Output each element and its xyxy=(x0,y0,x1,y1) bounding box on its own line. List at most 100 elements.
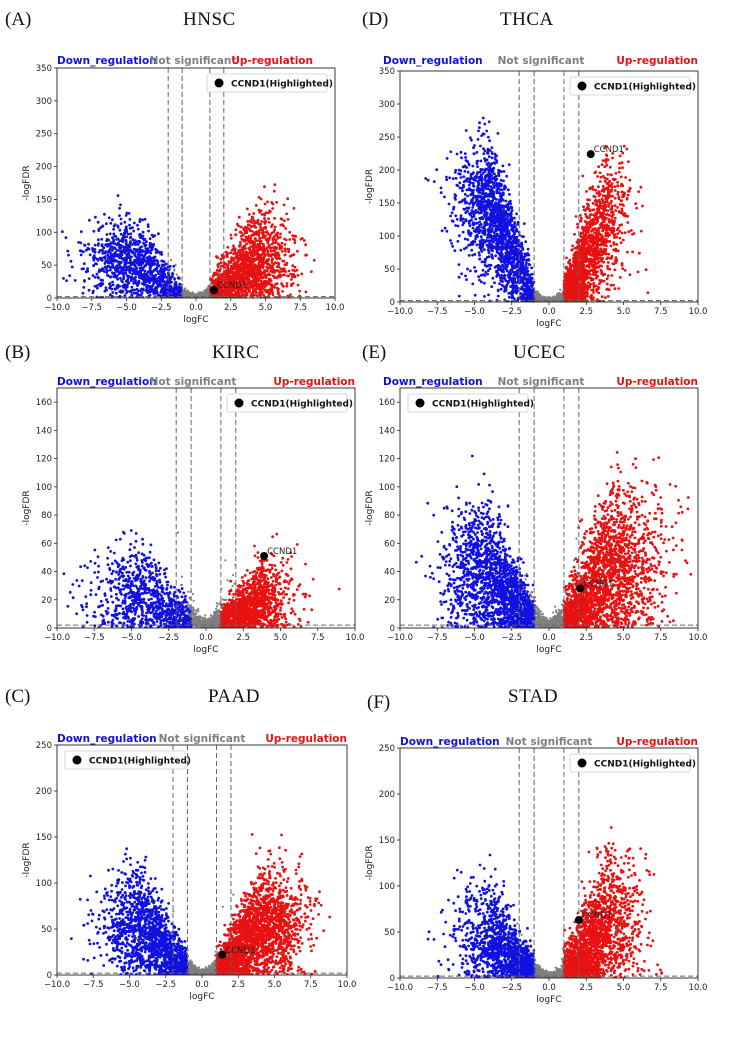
x-tick-label: 5.0 xyxy=(274,633,288,643)
x-tick-label: 2.5 xyxy=(579,633,593,643)
y-tick-label: 150 xyxy=(379,836,395,846)
x-tick-label: −10.0 xyxy=(44,303,70,313)
x-tick-label: −7.5 xyxy=(84,633,105,643)
panel-title: UCEC xyxy=(513,342,566,363)
down-regulated-points xyxy=(61,194,183,299)
up-regulation-label: Up-regulation xyxy=(231,55,313,67)
plot-frame xyxy=(400,748,698,978)
scatter-points xyxy=(70,833,331,976)
x-axis-label: logFC xyxy=(183,315,208,325)
x-axis-label: logFC xyxy=(193,645,218,655)
x-tick-label: −5.0 xyxy=(119,980,140,990)
x-tick-label: 0.0 xyxy=(195,980,209,990)
y-tick-label: 120 xyxy=(36,455,52,465)
up-regulation-label: Up-regulation xyxy=(616,376,698,388)
legend: CCND1(Highlighted) xyxy=(207,74,333,92)
x-tick-label: 7.5 xyxy=(654,983,668,993)
ccnd1-label: CCND1 xyxy=(583,579,613,589)
plot-frame xyxy=(57,68,335,298)
plot-frame xyxy=(57,388,355,628)
panel-title: THCA xyxy=(500,9,554,30)
y-tick-label: 100 xyxy=(36,483,52,493)
y-tick-label: 200 xyxy=(379,166,395,176)
y-tick-label: 80 xyxy=(384,511,395,521)
y-tick-label: 40 xyxy=(384,568,395,578)
y-axis-label: -logFDR xyxy=(22,165,32,200)
x-tick-label: −5.0 xyxy=(116,303,137,313)
x-tick-label: −2.5 xyxy=(501,633,522,643)
x-tick-label: −5.0 xyxy=(464,307,485,317)
legend-text: CCND1(Highlighted) xyxy=(231,79,333,89)
y-tick-label: 100 xyxy=(379,882,395,892)
x-tick-label: 10.0 xyxy=(338,980,357,990)
x-tick-label: 5.0 xyxy=(268,980,282,990)
x-tick-label: 7.5 xyxy=(311,633,325,643)
panel-title: KIRC xyxy=(212,342,259,363)
x-tick-label: 0.0 xyxy=(199,633,213,643)
x-tick-label: −2.5 xyxy=(501,307,522,317)
x-tick-label: 5.0 xyxy=(617,983,631,993)
y-tick-label: 80 xyxy=(41,511,52,521)
y-tick-label: 200 xyxy=(36,163,52,173)
legend-text: CCND1(Highlighted) xyxy=(594,82,696,92)
panel-title: PAAD xyxy=(208,686,260,707)
down-regulation-label: Down_regulation xyxy=(57,376,157,388)
y-tick-label: 50 xyxy=(41,261,52,271)
y-tick-label: 50 xyxy=(384,265,395,275)
y-tick-label: 250 xyxy=(36,130,52,140)
x-tick-label: −7.5 xyxy=(427,633,448,643)
scatter-points xyxy=(63,529,341,629)
legend-text: CCND1(Highlighted) xyxy=(432,399,534,409)
legend-marker xyxy=(416,399,425,408)
up-regulation-label: Up-regulation xyxy=(616,55,698,67)
y-tick-label: 100 xyxy=(36,228,52,238)
y-tick-label: 0 xyxy=(47,294,52,304)
y-tick-label: 60 xyxy=(41,539,52,549)
down-regulation-label: Down_regulation xyxy=(57,733,157,745)
y-axis-label: -logFDR xyxy=(365,845,375,880)
not-significant-label: Not significant xyxy=(159,733,246,745)
ccnd1-label: CCND1 xyxy=(217,281,247,291)
y-tick-label: 150 xyxy=(36,833,52,843)
y-tick-label: 60 xyxy=(384,539,395,549)
x-tick-label: −10.0 xyxy=(387,307,413,317)
x-tick-label: 0.0 xyxy=(542,307,556,317)
x-tick-label: −10.0 xyxy=(387,983,413,993)
y-tick-label: 40 xyxy=(41,568,52,578)
legend-marker xyxy=(578,82,587,91)
x-tick-label: 5.0 xyxy=(617,307,631,317)
y-tick-label: 250 xyxy=(379,744,395,754)
x-tick-label: 2.5 xyxy=(224,303,238,313)
x-tick-label: 7.5 xyxy=(654,633,668,643)
down-regulated-points xyxy=(70,847,189,976)
plot-frame xyxy=(57,745,347,975)
y-tick-label: 200 xyxy=(379,790,395,800)
legend: CCND1(Highlighted) xyxy=(570,77,696,95)
legend: CCND1(Highlighted) xyxy=(227,394,353,412)
y-tick-label: 160 xyxy=(36,398,52,408)
x-tick-label: −2.5 xyxy=(158,633,179,643)
legend: CCND1(Highlighted) xyxy=(570,754,696,772)
x-tick-label: −5.0 xyxy=(464,983,485,993)
y-tick-label: 150 xyxy=(379,199,395,209)
panel-letter: (E) xyxy=(362,342,386,363)
x-tick-label: 7.5 xyxy=(304,980,318,990)
x-tick-label: 2.5 xyxy=(579,983,593,993)
scatter-points xyxy=(415,451,692,629)
panel-letter: (C) xyxy=(5,686,30,707)
x-tick-label: 2.5 xyxy=(579,307,593,317)
scatter-points xyxy=(61,183,316,299)
y-tick-label: 140 xyxy=(36,426,52,436)
x-tick-label: 10.0 xyxy=(689,307,708,317)
legend-marker xyxy=(215,79,224,88)
legend: CCND1(Highlighted) xyxy=(408,394,534,412)
x-tick-label: 2.5 xyxy=(236,633,250,643)
y-axis-label: -logFDR xyxy=(365,169,375,204)
y-tick-label: 150 xyxy=(36,195,52,205)
x-tick-label: 0.0 xyxy=(542,633,556,643)
up-regulated-points xyxy=(563,145,650,304)
not-significant-label: Not significant xyxy=(506,736,593,748)
y-tick-label: 0 xyxy=(390,298,395,308)
